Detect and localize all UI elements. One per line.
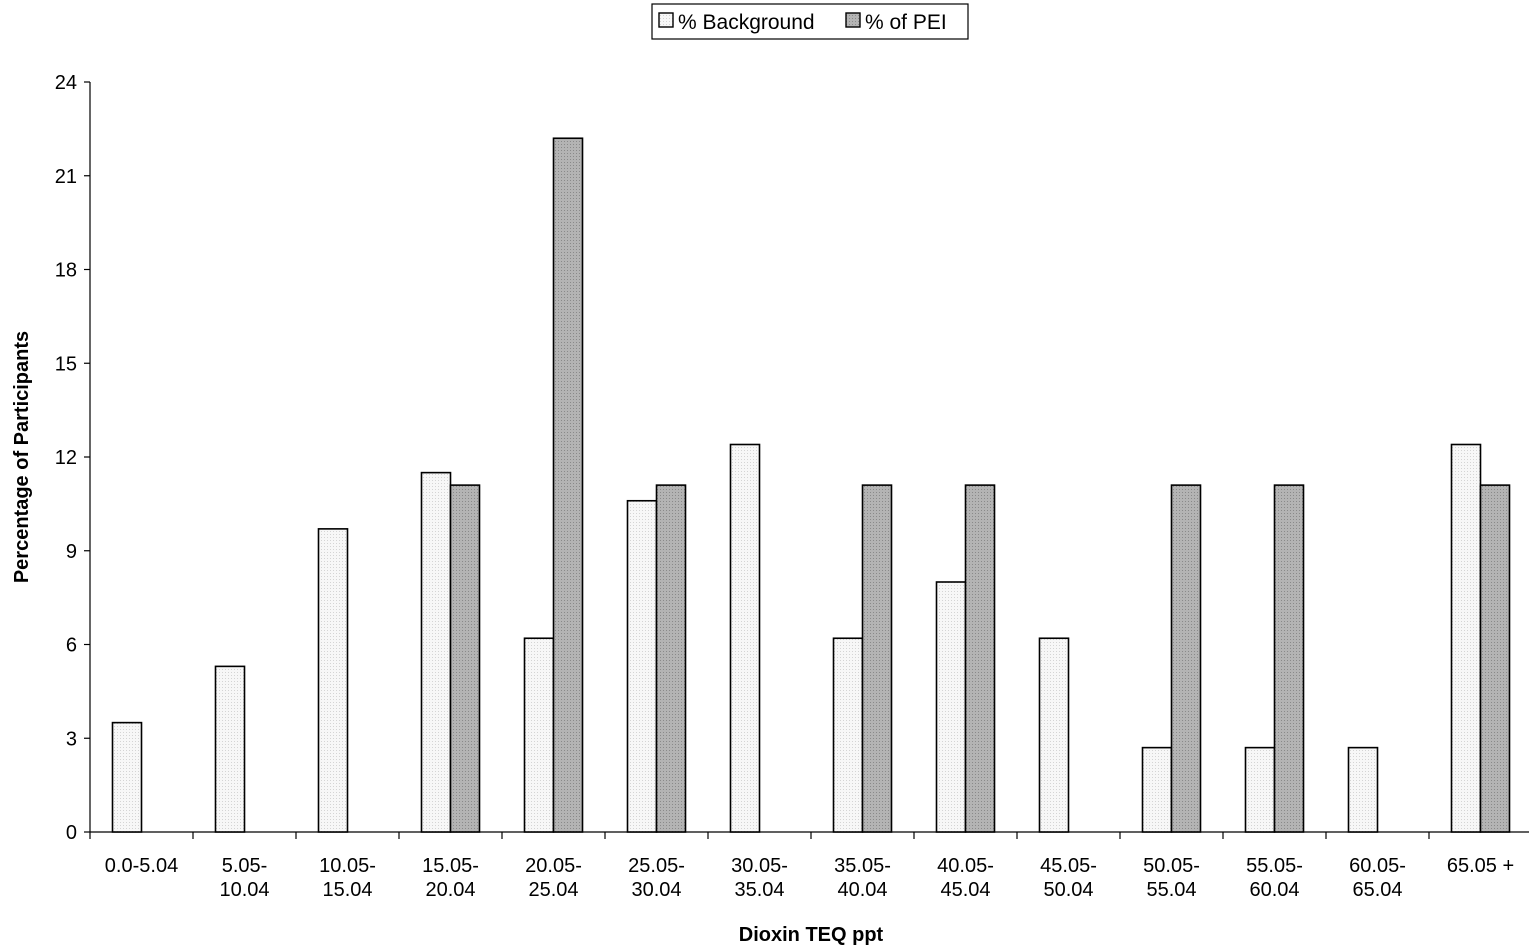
y-tick-label: 12 (55, 447, 77, 469)
x-tick-label: 15.05- (422, 855, 479, 877)
y-tick-label: 0 (66, 822, 77, 844)
x-axis-ticks: 0.0-5.04 5.05-10.04 10.05-15.04 15.05-20.04… (89, 832, 1514, 901)
x-tick-label: 50.05- (1143, 855, 1200, 877)
bar-background (1038, 637, 1070, 833)
bar-pei (655, 484, 687, 833)
x-tick-label: 65.04 (1352, 879, 1402, 901)
x-tick-label: 30.04 (631, 879, 681, 901)
bar-background (420, 471, 452, 833)
y-tick-label: 24 (55, 72, 77, 94)
bar-background (1347, 746, 1379, 833)
bar-pei (964, 484, 996, 833)
legend-label-pei: % of PEI (865, 11, 947, 34)
bar-background (523, 637, 555, 833)
legend-swatch-pei (845, 12, 861, 28)
y-tick-label: 21 (55, 166, 77, 188)
x-tick-label: 40.04 (837, 879, 887, 901)
bar-background (1450, 443, 1482, 833)
x-tick-label: 35.05- (834, 855, 891, 877)
bar-background (626, 499, 658, 833)
x-tick-label: 40.05- (937, 855, 994, 877)
legend-label-background: % Background (678, 11, 815, 34)
x-tick-label: 55.05- (1246, 855, 1303, 877)
legend-swatch-background (658, 12, 674, 28)
y-tick-label: 9 (66, 541, 77, 563)
bar-pei (449, 484, 481, 833)
y-axis-ticks: 0 3 6 9 12 15 18 21 24 (55, 72, 90, 844)
x-tick-label: 5.05- (222, 855, 268, 877)
x-tick-label: 10.04 (219, 879, 269, 901)
x-tick-label: 35.04 (734, 879, 784, 901)
x-tick-label: 0.0-5.04 (105, 855, 178, 877)
x-tick-label: 25.04 (528, 879, 578, 901)
bar-background (935, 581, 967, 833)
bar-pei (1479, 484, 1511, 833)
bar-background (1244, 746, 1276, 833)
y-tick-label: 18 (55, 260, 77, 282)
bars (111, 137, 1511, 833)
x-tick-label: 20.04 (425, 879, 475, 901)
x-tick-label: 30.05- (731, 855, 788, 877)
legend-box (651, 3, 969, 40)
x-tick-label: 25.05- (628, 855, 685, 877)
bar-background (111, 721, 143, 833)
x-tick-label: 65.05 + (1447, 855, 1514, 877)
x-axis-title: Dioxin TEQ ppt (739, 924, 884, 946)
x-tick-label: 15.04 (322, 879, 372, 901)
bar-background (729, 443, 761, 833)
x-tick-label: 60.04 (1249, 879, 1299, 901)
x-tick-label: 50.04 (1043, 879, 1093, 901)
bar-background (317, 528, 349, 833)
x-tick-label: 45.05- (1040, 855, 1097, 877)
bar-background (214, 665, 246, 833)
x-tick-label: 55.04 (1146, 879, 1196, 901)
x-tick-label: 20.05- (525, 855, 582, 877)
y-tick-label: 3 (66, 728, 77, 750)
bar-pei (1273, 484, 1305, 833)
bar-pei (1170, 484, 1202, 833)
y-tick-label: 15 (55, 353, 77, 375)
x-tick-label: 45.04 (940, 879, 990, 901)
legend: % Background % of PEI (651, 3, 969, 40)
bar-pei (861, 484, 893, 833)
x-tick-label: 60.05- (1349, 855, 1406, 877)
x-tick-label: 10.05- (319, 855, 376, 877)
bar-pei (552, 137, 584, 833)
bar-background (832, 637, 864, 833)
y-axis-title: Percentage of Participants (11, 331, 33, 583)
y-tick-label: 6 (66, 635, 77, 657)
bar-background (1141, 746, 1173, 833)
